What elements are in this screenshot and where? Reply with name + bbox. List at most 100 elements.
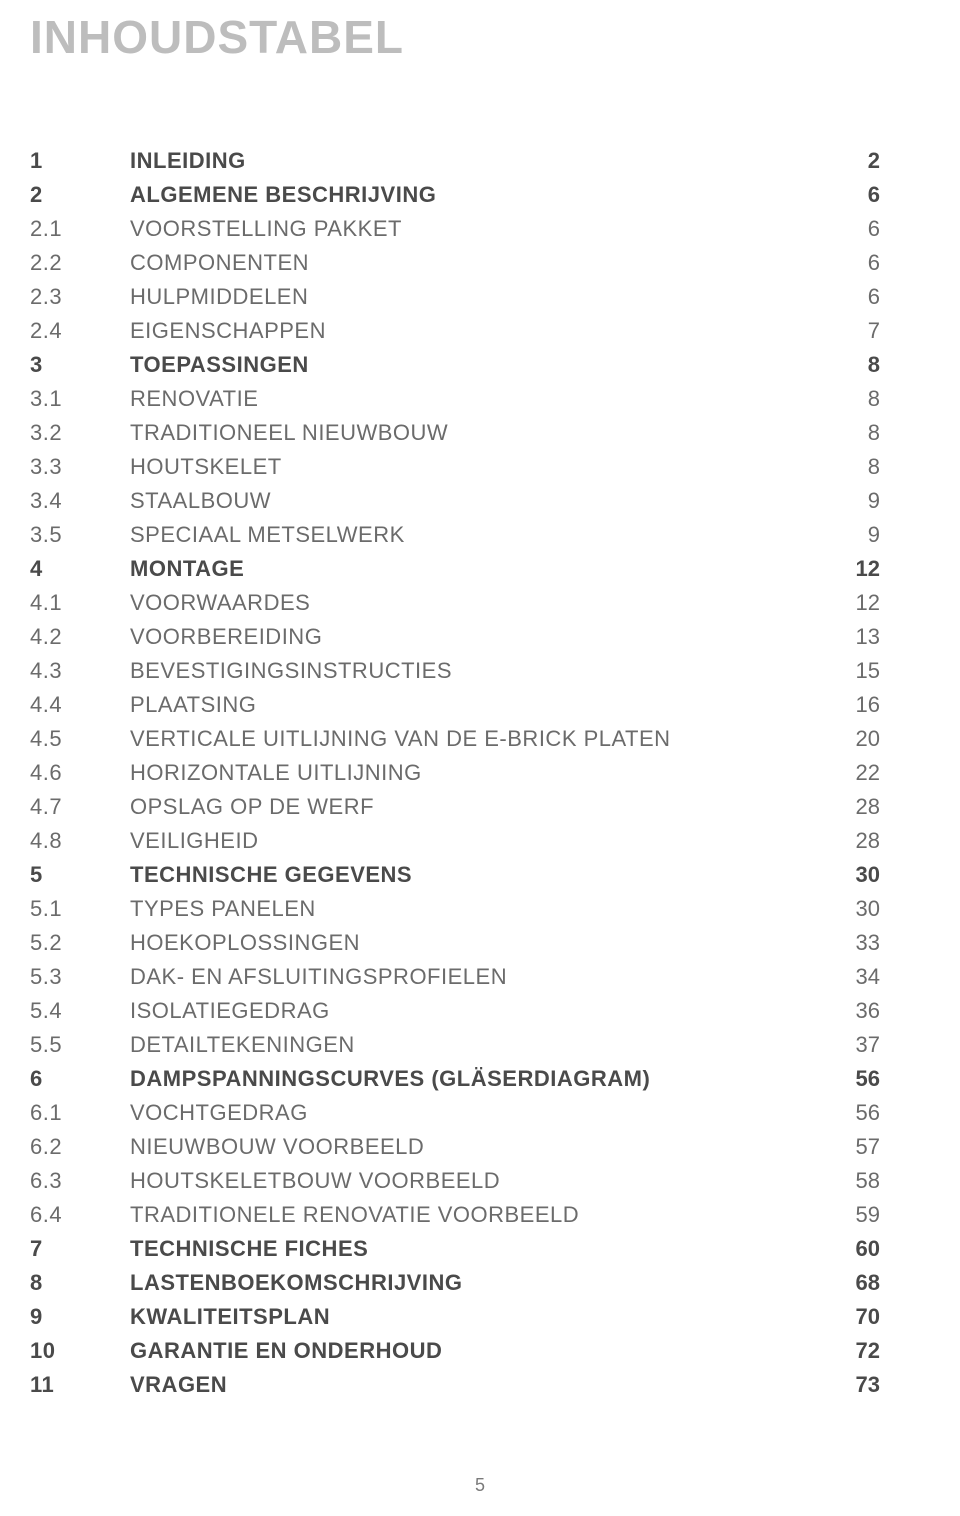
toc-page: 30 [820,862,880,888]
toc-number: 6.4 [30,1202,130,1228]
toc-title: HULPMIDDELEN [130,284,820,310]
toc-title: KWALITEITSPLAN [130,1304,820,1330]
toc-row: 8LASTENBOEKOMSCHRIJVING68 [30,1266,880,1300]
toc-page: 9 [820,488,880,514]
toc-row: 4.1VOORWAARDES12 [30,586,880,620]
toc-number: 7 [30,1236,130,1262]
toc-page: 13 [820,624,880,650]
toc-title: VOORWAARDES [130,590,820,616]
toc-row: 3.3HOUTSKELET8 [30,450,880,484]
toc-page: 73 [820,1372,880,1398]
toc-number: 2.4 [30,318,130,344]
toc-row: 3.2TRADITIONEEL NIEUWBOUW8 [30,416,880,450]
toc-page: 33 [820,930,880,956]
toc-number: 3.1 [30,386,130,412]
toc-page: 12 [820,556,880,582]
toc-row: 4.8VEILIGHEID28 [30,824,880,858]
toc-title: VOORSTELLING PAKKET [130,216,820,242]
document-title: INHOUDSTABEL [30,10,880,64]
toc-number: 1 [30,148,130,174]
toc-row: 3.1RENOVATIE8 [30,382,880,416]
toc-page: 58 [820,1168,880,1194]
toc-row: 6.1VOCHTGEDRAG56 [30,1096,880,1130]
toc-number: 8 [30,1270,130,1296]
toc-page: 28 [820,794,880,820]
toc-page: 70 [820,1304,880,1330]
toc-title: EIGENSCHAPPEN [130,318,820,344]
toc-row: 9KWALITEITSPLAN70 [30,1300,880,1334]
toc-title: TECHNISCHE FICHES [130,1236,820,1262]
toc-number: 4.8 [30,828,130,854]
toc-title: HOEKOPLOSSINGEN [130,930,820,956]
toc-page: 8 [820,420,880,446]
toc-title: VERTICALE UITLIJNING VAN DE E-BRICK PLAT… [130,726,820,752]
toc-title: TECHNISCHE GEGEVENS [130,862,820,888]
toc-row: 4.7OPSLAG OP DE WERF28 [30,790,880,824]
toc-number: 6.2 [30,1134,130,1160]
toc-title: HOUTSKELET [130,454,820,480]
toc-title: DAK- EN AFSLUITINGSPROFIELEN [130,964,820,990]
toc-row: 5.1TYPES PANELEN30 [30,892,880,926]
toc-title: HORIZONTALE UITLIJNING [130,760,820,786]
toc-number: 11 [30,1372,130,1398]
toc-row: 7TECHNISCHE FICHES60 [30,1232,880,1266]
toc-page: 7 [820,318,880,344]
toc-row: 5.5DETAILTEKENINGEN37 [30,1028,880,1062]
toc-page: 6 [820,250,880,276]
toc-number: 2.3 [30,284,130,310]
toc-title: RENOVATIE [130,386,820,412]
toc-title: VEILIGHEID [130,828,820,854]
toc-page: 6 [820,182,880,208]
toc-number: 4.3 [30,658,130,684]
toc-row: 4.5VERTICALE UITLIJNING VAN DE E-BRICK P… [30,722,880,756]
toc-number: 4 [30,556,130,582]
toc-number: 5.3 [30,964,130,990]
toc-number: 3.2 [30,420,130,446]
toc-title: DAMPSPANNINGSCURVES (GLÄSERDIAGRAM) [130,1066,820,1092]
toc-number: 4.1 [30,590,130,616]
toc-row: 4.2VOORBEREIDING13 [30,620,880,654]
toc-title: ISOLATIEGEDRAG [130,998,820,1024]
toc-number: 3 [30,352,130,378]
page-number: 5 [0,1475,960,1496]
toc-page: 28 [820,828,880,854]
toc-page: 8 [820,454,880,480]
toc-row: 6DAMPSPANNINGSCURVES (GLÄSERDIAGRAM)56 [30,1062,880,1096]
toc-title: VOORBEREIDING [130,624,820,650]
toc-title: ALGEMENE BESCHRIJVING [130,182,820,208]
toc-row: 2ALGEMENE BESCHRIJVING6 [30,178,880,212]
toc-number: 3.4 [30,488,130,514]
toc-title: BEVESTIGINGSINSTRUCTIES [130,658,820,684]
toc-page: 30 [820,896,880,922]
toc-page: 34 [820,964,880,990]
toc-page: 37 [820,1032,880,1058]
toc-page: 6 [820,216,880,242]
toc-row: 2.1VOORSTELLING PAKKET6 [30,212,880,246]
toc-row: 1INLEIDING2 [30,144,880,178]
toc-number: 5.2 [30,930,130,956]
toc-page: 12 [820,590,880,616]
toc-row: 6.4TRADITIONELE RENOVATIE VOORBEELD59 [30,1198,880,1232]
toc-page: 16 [820,692,880,718]
toc-number: 5.5 [30,1032,130,1058]
toc-page: 60 [820,1236,880,1262]
toc-row: 3TOEPASSINGEN8 [30,348,880,382]
toc-title: STAALBOUW [130,488,820,514]
toc-row: 5.4ISOLATIEGEDRAG36 [30,994,880,1028]
toc-page: 22 [820,760,880,786]
toc-number: 2.2 [30,250,130,276]
toc-row: 5.3DAK- EN AFSLUITINGSPROFIELEN34 [30,960,880,994]
toc-title: VOCHTGEDRAG [130,1100,820,1126]
toc-number: 3.5 [30,522,130,548]
toc-number: 5.4 [30,998,130,1024]
toc-title: NIEUWBOUW VOORBEELD [130,1134,820,1160]
toc-number: 6.1 [30,1100,130,1126]
toc-page: 8 [820,352,880,378]
toc-number: 5 [30,862,130,888]
toc-row: 3.5SPECIAAL METSELWERK9 [30,518,880,552]
toc-title: DETAILTEKENINGEN [130,1032,820,1058]
toc-title: INLEIDING [130,148,820,174]
toc-number: 2 [30,182,130,208]
toc-row: 2.4EIGENSCHAPPEN7 [30,314,880,348]
toc-page: 59 [820,1202,880,1228]
